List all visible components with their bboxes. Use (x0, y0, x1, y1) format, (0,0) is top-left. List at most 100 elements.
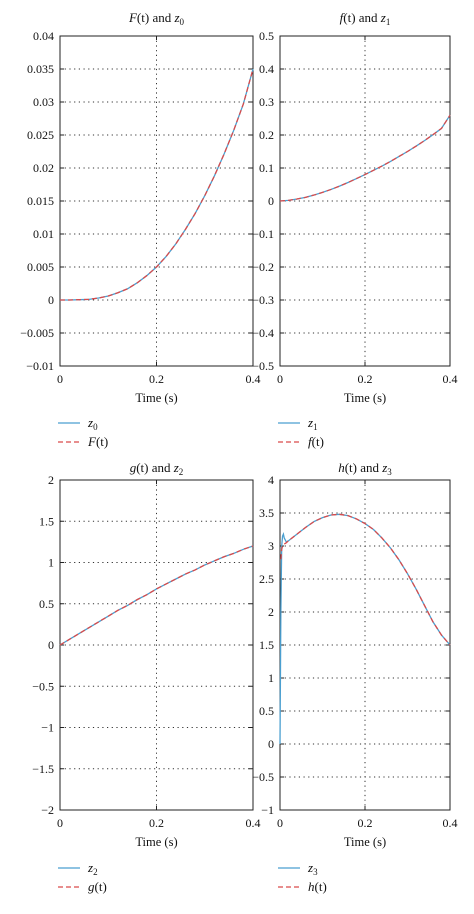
y-tick-label: 0.4 (259, 62, 274, 76)
title-symbol: f (340, 10, 346, 25)
legend-entry-0: z0 (58, 415, 98, 432)
legend-entry-1: F(t) (58, 434, 108, 449)
y-tick-label: 0 (48, 293, 54, 307)
title-symbol: z (173, 10, 179, 25)
chart-title: f(t) and z1 (340, 10, 391, 27)
chart-panel-3: −1−0.500.511.522.533.540 0.2 0.4h(t) and z… (252, 460, 457, 894)
y-tick-label: 0.1 (259, 161, 274, 175)
y-tick-label: 0.01 (33, 227, 54, 241)
legend-text: (t) (315, 879, 327, 894)
x-tick-label: 0 (277, 372, 283, 386)
series-line-0 (59, 545, 254, 646)
x-tick-label: 0 (57, 816, 63, 830)
y-tick-label: −0.1 (252, 227, 274, 241)
y-tick-label: 0.015 (27, 194, 54, 208)
chart-panel-2: −2−1.5−1−0.500.511.520 0.2 0.4g(t) and z2T… (32, 460, 260, 894)
legend-label: z1 (307, 415, 318, 432)
title-symbol: h (338, 460, 345, 475)
y-tick-label: 0 (268, 737, 274, 751)
y-tick-label: 2.5 (259, 572, 274, 586)
title-text: (t) and (137, 10, 175, 25)
y-tick-label: 1.5 (259, 638, 274, 652)
x-tick-label: 0.2 (149, 372, 164, 386)
y-tick-label: −0.4 (252, 326, 274, 340)
legend-label: h(t) (308, 879, 327, 894)
legend-label: z2 (87, 860, 98, 877)
chart-panel-0: −0.01 −0.005 0 0.005 0.01 0.015 0.02 0.025 0.03 0… (20, 10, 260, 449)
legend-entry-1: f(t) (278, 434, 324, 449)
legend-subscript: 0 (93, 422, 98, 432)
legend-label: f(t) (308, 434, 324, 449)
title-subscript: 2 (179, 467, 184, 477)
title-symbol: F (128, 10, 138, 25)
chart-panel-1: −0.5 −0.4 −0.3 −0.2 −0.1 0 0.1 0.2 0.3 0.4 0.5 0 0.2… (252, 10, 457, 449)
y-tick-label: 0.5 (259, 29, 274, 43)
series-line-0 (279, 114, 451, 202)
legend-symbol: f (308, 434, 314, 449)
chart-title: g(t) and z2 (130, 460, 184, 477)
y-tick-label: −1 (261, 803, 274, 817)
y-tick-label: 2 (48, 473, 54, 487)
y-tick-label: 4 (268, 473, 274, 487)
x-tick-label: 0.4 (443, 816, 458, 830)
legend-text: (t) (95, 879, 107, 894)
title-symbol: z (173, 460, 179, 475)
title-subscript: 3 (387, 467, 392, 477)
legend-text: (t) (96, 434, 108, 449)
legend-entry-0: z3 (278, 860, 318, 877)
legend-subscript: 3 (313, 867, 318, 877)
y-tick-label: −0.01 (26, 359, 54, 373)
title-subscript: 1 (386, 17, 391, 27)
title-symbol: g (130, 460, 137, 475)
y-tick-label: 1.5 (39, 514, 54, 528)
x-tick-label: 0.4 (246, 816, 261, 830)
legend-symbol: h (308, 879, 315, 894)
x-tick-label: 0 (277, 816, 283, 830)
y-tick-label: 0 (268, 194, 274, 208)
legend-label: z0 (87, 415, 98, 432)
x-tick-label: 0.2 (358, 816, 373, 830)
x-axis-label: Time (s) (344, 835, 386, 849)
y-tick-label: −0.2 (252, 260, 274, 274)
x-axis-label: Time (s) (135, 835, 177, 849)
legend-text: (t) (312, 434, 324, 449)
legend-entry-0: z1 (278, 415, 318, 432)
y-tick-label: 3 (268, 539, 274, 553)
chart-title: h(t) and z3 (338, 460, 392, 477)
title-symbol: z (380, 10, 386, 25)
title-text: (t) and (345, 460, 383, 475)
legend-symbol: F (87, 434, 97, 449)
y-tick-label: 0 (48, 638, 54, 652)
y-tick-label: 0.04 (33, 29, 54, 43)
y-tick-label: 1 (48, 556, 54, 570)
x-tick-label: 0.4 (246, 372, 261, 386)
legend-entry-1: h(t) (278, 879, 327, 894)
y-tick-label: −1 (41, 721, 54, 735)
x-tick-label: 0.2 (358, 372, 373, 386)
series-line-0 (279, 513, 451, 745)
series-line-1 (279, 114, 451, 202)
legend-label: z3 (307, 860, 318, 877)
legend-subscript: 1 (313, 422, 318, 432)
y-tick-label: 0.005 (27, 260, 54, 274)
y-tick-label: −2 (41, 803, 54, 817)
series-line-1 (60, 68, 254, 301)
x-tick-label: 0.4 (443, 372, 458, 386)
y-tick-label: 2 (268, 605, 274, 619)
y-tick-label: −0.5 (252, 359, 274, 373)
title-subscript: 0 (180, 17, 185, 27)
series-line-0 (60, 68, 254, 301)
legend-symbol: z (87, 415, 93, 430)
series-line-1 (280, 513, 451, 646)
y-tick-label: 0.025 (27, 128, 54, 142)
x-axis-label: Time (s) (135, 391, 177, 405)
y-tick-label: 0.02 (33, 161, 54, 175)
legend-symbol: z (87, 860, 93, 875)
x-tick-label: 0 (57, 372, 63, 386)
x-tick-label: 0.2 (149, 816, 164, 830)
y-tick-label: −1.5 (32, 762, 54, 776)
y-tick-label: −0.5 (32, 679, 54, 693)
y-tick-label: 0.03 (33, 95, 54, 109)
legend-symbol: z (307, 860, 313, 875)
